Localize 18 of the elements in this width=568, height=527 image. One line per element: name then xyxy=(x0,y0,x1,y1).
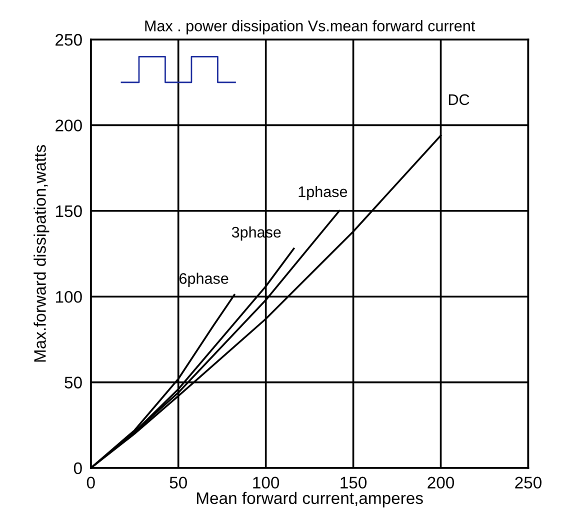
series-label: 1phase xyxy=(298,186,348,200)
y-tick-label: 0 xyxy=(74,462,82,474)
y-tick-label: 150 xyxy=(56,205,82,218)
y-tick-label: 200 xyxy=(56,120,82,132)
chart-title: Max . power dissipation Vs.mean forward current xyxy=(145,20,476,34)
x-tick-label: 0 xyxy=(86,476,95,489)
x-tick-label: 250 xyxy=(515,476,542,489)
y-tick-label: 250 xyxy=(56,34,82,46)
x-axis-title: Mean forward current,amperes xyxy=(197,492,423,508)
text: DC xyxy=(448,94,470,106)
x-tick-label: 150 xyxy=(340,476,367,489)
y-tick-label: 50 xyxy=(64,376,82,388)
y-tick-label: 100 xyxy=(56,290,82,303)
series-label: 6phase xyxy=(180,272,228,287)
x-tick-label: 200 xyxy=(428,476,454,489)
x-tick-label: 50 xyxy=(170,476,187,489)
y-axis-title: Max.forward dissipation,watts xyxy=(34,145,50,362)
x-tick-label: 100 xyxy=(253,476,280,489)
